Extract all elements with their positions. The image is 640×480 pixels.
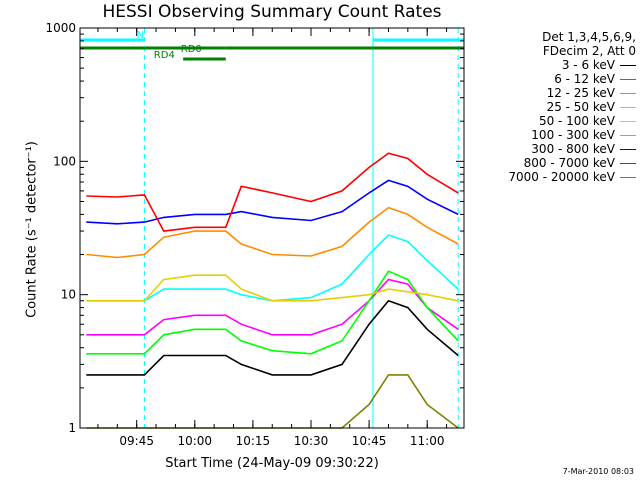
legend-label: 6 - 12 keV — [554, 72, 615, 86]
legend-entry: 50 - 100 keV — [482, 114, 636, 128]
x-tick-label-2: 10:15 — [236, 434, 271, 448]
legend-entry: 3 - 6 keV — [482, 58, 636, 72]
legend-label: 100 - 300 keV — [531, 128, 615, 142]
legend-swatch — [620, 148, 636, 150]
legend-swatch — [620, 176, 636, 178]
series-line-0 — [86, 299, 459, 376]
legend-label: 300 - 800 keV — [531, 142, 615, 156]
legend-entry: 6 - 12 keV — [482, 72, 636, 86]
legend-swatch — [620, 78, 636, 80]
legend-label: 800 - 7000 keV — [523, 156, 615, 170]
legend-label: 7000 - 20000 keV — [508, 170, 615, 184]
legend-swatch — [620, 134, 636, 136]
legend-rows: 3 - 6 keV 6 - 12 keV 12 - 25 keV 25 - 50 ke… — [482, 58, 636, 184]
chart-title: HESSI Observing Summary Count Rates — [102, 2, 442, 22]
series-line-4 — [86, 274, 459, 302]
y-tick-label-1: 10 — [61, 288, 76, 302]
y-axis-label: Count Rate (s⁻¹ detector⁻¹) — [24, 141, 40, 318]
x-tick-label-3: 10:30 — [294, 434, 329, 448]
x-axis-label: Start Time (24-May-09 09:30:22) — [165, 456, 379, 471]
legend-label: 25 - 50 keV — [546, 100, 615, 114]
x-tick-label-5: 11:00 — [410, 434, 445, 448]
status-label-rd4: RD4 — [154, 50, 175, 61]
x-tick-label-0: 09:45 — [119, 434, 154, 448]
legend-label: 12 - 25 keV — [546, 86, 615, 100]
legend-swatch — [620, 106, 636, 108]
legend-entry: 100 - 300 keV — [482, 128, 636, 142]
series-line-7 — [86, 152, 459, 232]
series-line-8 — [86, 374, 459, 429]
series-line-6 — [86, 179, 459, 225]
plot-frame — [79, 27, 465, 429]
status-label-n: N — [137, 30, 144, 41]
legend-header-decimation: FDecim 2, Att 0 — [542, 44, 636, 58]
status-label-rd0: RD0 — [181, 44, 202, 55]
legend-swatch — [620, 92, 636, 94]
x-tick-label-4: 10:45 — [352, 434, 387, 448]
y-tick-label-2: 100 — [53, 154, 76, 168]
legend-swatch — [620, 162, 636, 164]
legend-swatch — [620, 64, 636, 66]
legend-entry: 7000 - 20000 keV — [482, 170, 636, 184]
legend-header-detectors: Det 1,3,4,5,6,9, — [542, 30, 636, 44]
y-tick-label-0: 1 — [68, 421, 76, 435]
footer-timestamp: 7-Mar-2010 08:03 — [562, 467, 634, 476]
legend-entry: 300 - 800 keV — [482, 142, 636, 156]
legend: Det 1,3,4,5,6,9, FDecim 2, Att 0 3 - 6 k… — [482, 30, 636, 184]
series-line-1 — [86, 278, 459, 336]
legend-entry: 25 - 50 keV — [482, 100, 636, 114]
legend-label: 50 - 100 keV — [538, 114, 615, 128]
y-tick-label-3: 1000 — [45, 21, 76, 35]
legend-entry: 12 - 25 keV — [482, 86, 636, 100]
x-tick-label-1: 10:00 — [177, 434, 212, 448]
series-line-2 — [86, 270, 459, 355]
legend-swatch — [620, 120, 636, 122]
legend-label: 3 - 6 keV — [561, 58, 615, 72]
legend-entry: 800 - 7000 keV — [482, 156, 636, 170]
series-line-5 — [86, 206, 459, 259]
